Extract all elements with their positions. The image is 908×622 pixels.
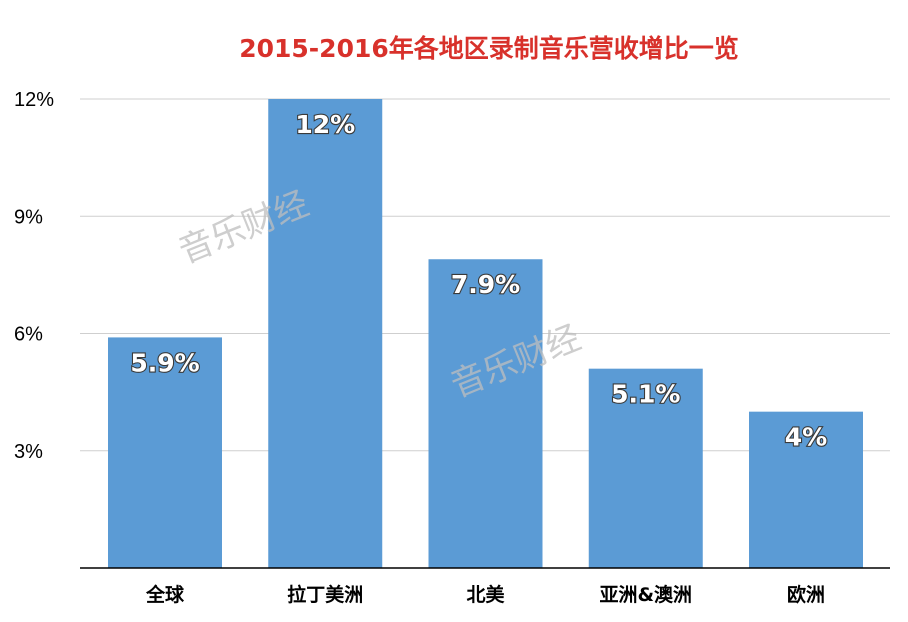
y-tick-label: 12% — [14, 89, 54, 111]
y-tick-label: 9% — [14, 206, 43, 228]
y-tick-label: 6% — [14, 324, 43, 346]
x-tick-label: 全球 — [145, 583, 185, 606]
y-tick-label: 3% — [14, 441, 43, 463]
bar — [108, 337, 222, 568]
bars — [108, 99, 863, 568]
y-axis-ticks: 3% 6% 9% 12% — [14, 89, 54, 463]
x-tick-label: 北美 — [466, 583, 505, 606]
x-tick-label: 欧洲 — [787, 583, 825, 606]
chart-title: 2015-2016年各地区录制音乐营收增比一览 — [239, 34, 739, 63]
x-tick-label: 拉丁美洲 — [287, 583, 363, 606]
bar-value-label: 5.9% — [130, 348, 199, 377]
bar — [588, 368, 703, 568]
bar — [428, 259, 543, 568]
x-tick-label: 亚洲&澳洲 — [599, 583, 692, 606]
bar — [268, 99, 383, 568]
bar-value-label: 7.9% — [451, 270, 520, 299]
bar-value-label: 12% — [295, 110, 355, 139]
bar — [749, 411, 863, 568]
x-axis-ticks: 全球 拉丁美洲 北美 亚洲&澳洲 欧洲 — [145, 583, 825, 606]
bar-value-label: 5.1% — [611, 380, 680, 409]
bar-value-label: 4% — [785, 423, 827, 452]
bar-value-labels: 5.9% 12% 7.9% 5.1% 4% — [129, 109, 828, 453]
